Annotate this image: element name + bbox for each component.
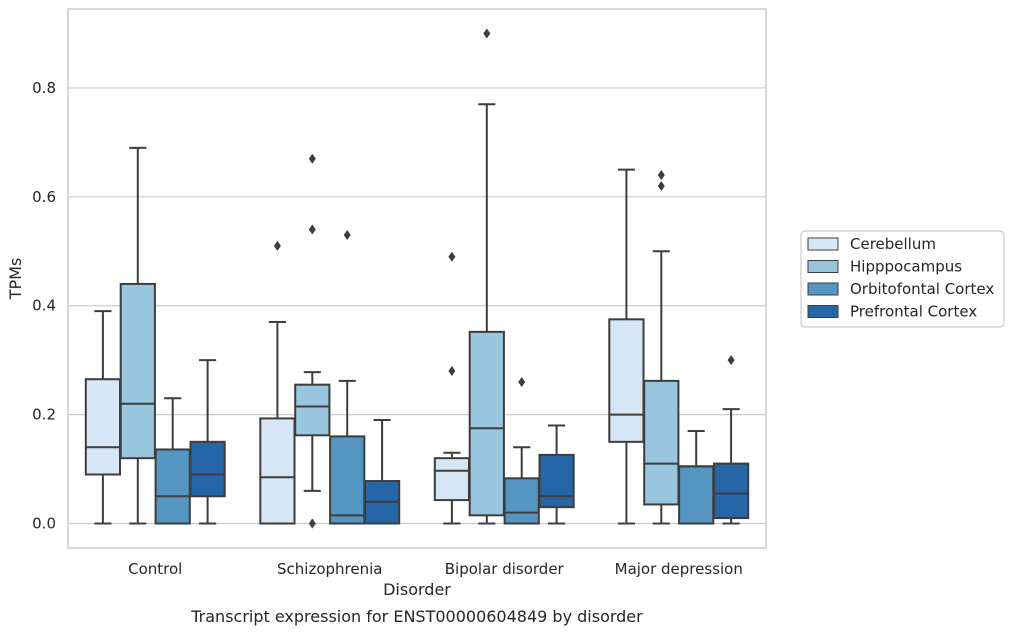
outlier-point bbox=[308, 224, 316, 235]
outlier-point bbox=[273, 240, 281, 251]
box bbox=[329, 435, 366, 525]
x-axis-title: Disorder bbox=[383, 580, 451, 599]
box bbox=[538, 453, 575, 509]
box-plot bbox=[259, 240, 296, 525]
box-plot bbox=[503, 376, 540, 525]
box-plot bbox=[363, 419, 401, 525]
box-plot bbox=[84, 310, 122, 525]
box-plot bbox=[329, 229, 366, 525]
y-tick-label: 0.4 bbox=[32, 297, 56, 315]
plot-frame bbox=[67, 8, 767, 549]
legend-box bbox=[800, 230, 1005, 328]
box-plot bbox=[678, 429, 715, 525]
x-tick-label: Schizophrenia bbox=[277, 560, 382, 578]
y-tick-label: 0.0 bbox=[32, 515, 56, 533]
box bbox=[608, 318, 645, 443]
legend-swatch bbox=[807, 260, 839, 273]
box-plot bbox=[712, 355, 750, 525]
y-tick-label: 0.2 bbox=[32, 406, 56, 424]
legend-swatch bbox=[807, 282, 839, 296]
outlier-point bbox=[483, 28, 491, 39]
x-axis: Control Schizophrenia Bipolar disorder Majo… bbox=[128, 560, 743, 578]
box bbox=[468, 330, 505, 517]
outlier-point bbox=[657, 180, 665, 191]
legend-label: Orbitofontal Cortex bbox=[850, 280, 994, 298]
legend-label: Prefrontal Cortex bbox=[850, 303, 977, 321]
outlier-point bbox=[308, 153, 316, 164]
y-tick-label: 0.8 bbox=[32, 79, 56, 97]
outlier-point bbox=[518, 376, 526, 387]
box-layer bbox=[84, 28, 750, 529]
box bbox=[189, 440, 226, 498]
outlier-point bbox=[343, 229, 351, 240]
legend-swatch bbox=[807, 237, 839, 251]
outlier-point bbox=[308, 518, 316, 529]
box-plot bbox=[189, 359, 226, 525]
box-plot bbox=[538, 424, 575, 525]
y-axis-title: TPMs bbox=[6, 258, 25, 301]
x-tick-label: Major depression bbox=[615, 560, 743, 578]
y-axis: 0.0 0.2 0.4 0.6 0.8 bbox=[32, 79, 56, 533]
box bbox=[712, 462, 750, 520]
legend-swatch bbox=[807, 305, 839, 318]
box-plot bbox=[468, 28, 505, 525]
box bbox=[433, 457, 471, 502]
y-tick-label: 0.6 bbox=[32, 188, 56, 206]
box bbox=[678, 465, 715, 525]
legend-label: Cerebellum bbox=[850, 235, 936, 253]
outlier-point bbox=[448, 366, 456, 377]
box-plot bbox=[119, 146, 156, 525]
box-plot bbox=[433, 251, 471, 525]
outlier-point bbox=[448, 251, 456, 262]
box-plot bbox=[643, 170, 680, 525]
x-tick-label: Bipolar disorder bbox=[445, 560, 565, 578]
box bbox=[294, 383, 331, 437]
box bbox=[503, 477, 540, 525]
legend-label: Hipppocampus bbox=[850, 258, 962, 276]
x-tick-label: Control bbox=[128, 560, 182, 578]
box bbox=[84, 378, 122, 476]
box-plot bbox=[608, 168, 645, 525]
legend: Cerebellum Hipppocampus Orbitofontal Corte… bbox=[800, 230, 1005, 328]
box-plot bbox=[294, 153, 331, 529]
outlier-point bbox=[657, 170, 665, 181]
box bbox=[119, 282, 156, 460]
outlier-point bbox=[727, 355, 735, 366]
box bbox=[643, 379, 680, 506]
box bbox=[154, 448, 191, 525]
chart-caption: Transcript expression for ENST0000060484… bbox=[190, 607, 643, 626]
box-plot bbox=[154, 397, 191, 525]
box bbox=[259, 417, 296, 525]
